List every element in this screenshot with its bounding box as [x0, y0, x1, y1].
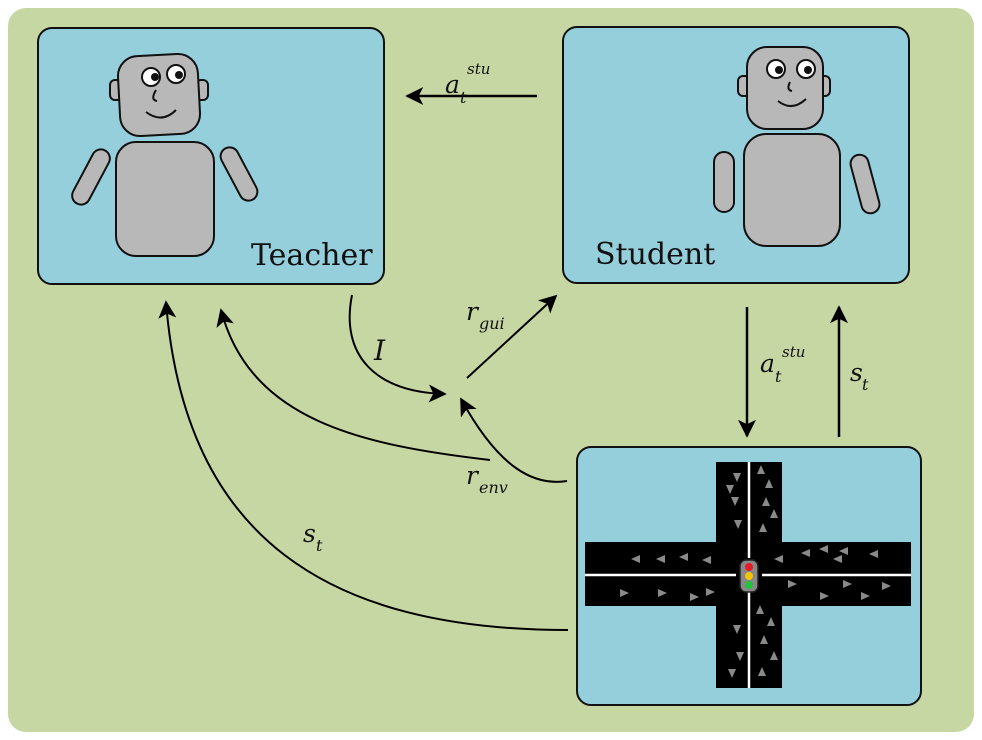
state-to-teacher-arrow [158, 300, 569, 631]
svg-text:a: a [445, 70, 460, 99]
teacher-label: Teacher [251, 238, 373, 273]
intervention-label: I [373, 334, 386, 367]
reward-to-teacher-arrow [216, 308, 491, 461]
svg-text:t: t [460, 88, 467, 107]
state-to-student-label: s t [850, 358, 869, 394]
svg-text:s: s [850, 358, 863, 387]
svg-text:r: r [466, 461, 480, 490]
reward-environment-arrow [460, 397, 568, 483]
svg-text:stu: stu [782, 343, 805, 361]
svg-text:t: t [316, 536, 323, 555]
reward-environment-label: r env [466, 461, 508, 497]
intervention-arrow [348, 294, 447, 403]
student-label: Student [595, 237, 715, 272]
student-panel: Student [562, 26, 910, 284]
traffic-light-icon [739, 559, 759, 593]
reward-guide-label: r gui [466, 297, 505, 333]
reward-guide-arrow [466, 294, 558, 379]
action-to-teacher-label: a t stu [445, 60, 490, 107]
state-to-teacher-label: s t [303, 519, 323, 555]
svg-text:r: r [466, 297, 480, 326]
robot-icon [71, 52, 259, 257]
svg-text:stu: stu [467, 60, 490, 78]
svg-text:s: s [303, 519, 316, 548]
action-to-environment-label: a t stu [760, 343, 805, 386]
traffic-intersection-icon [585, 462, 911, 688]
svg-text:env: env [479, 478, 508, 497]
teacher-panel: Teacher [37, 27, 385, 285]
svg-text:t: t [862, 375, 869, 394]
svg-text:t: t [775, 367, 782, 386]
svg-text:gui: gui [479, 314, 505, 333]
svg-text:I: I [373, 334, 386, 367]
svg-text:a: a [760, 349, 775, 378]
robot-icon [713, 46, 881, 247]
environment-panel [576, 446, 922, 706]
